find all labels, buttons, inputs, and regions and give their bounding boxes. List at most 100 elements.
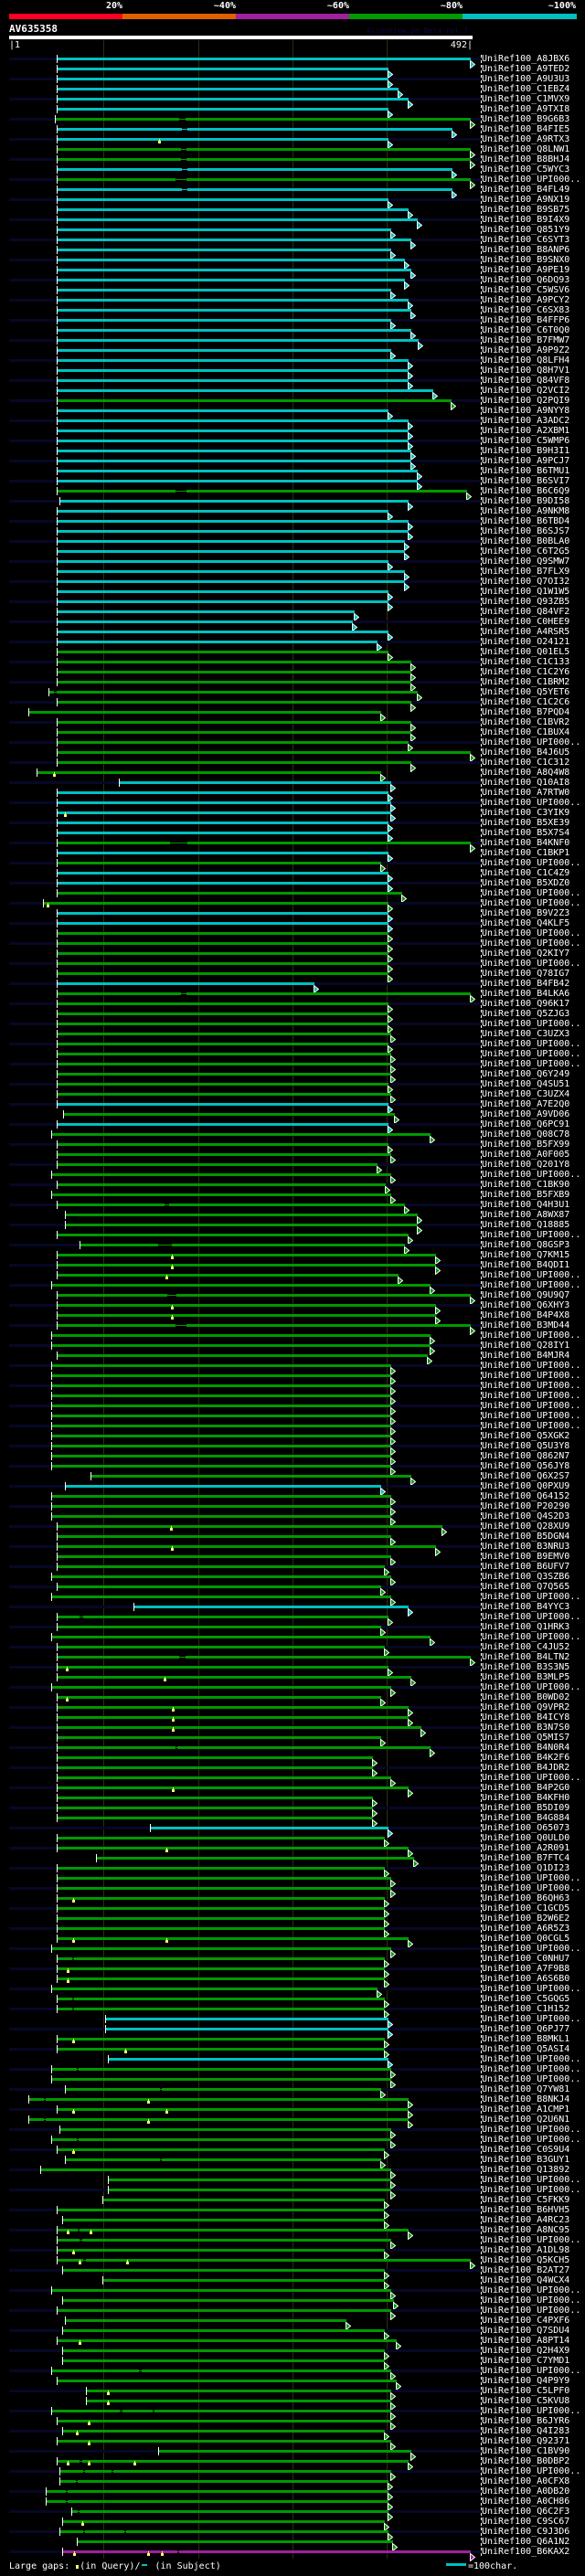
alignment-bar[interactable] [51, 1394, 392, 1397]
hit-label[interactable]: UniRef100_Q6XHY3 [482, 1300, 570, 1310]
hit-row[interactable]: UniRef100_C1H152 [0, 2004, 585, 2019]
alignment-bar[interactable] [56, 1585, 381, 1588]
hit-row[interactable]: UniRef100_Q4H3U1 [0, 1200, 585, 1215]
hit-label[interactable]: UniRef100_Q2U6N1 [482, 2115, 570, 2125]
alignment-bar[interactable] [56, 1957, 385, 1960]
hit-label[interactable]: UniRef100_Q4H3U1 [482, 1200, 570, 1210]
alignment-bar[interactable] [56, 1545, 436, 1548]
alignment-bar[interactable] [56, 570, 405, 573]
alignment-bar[interactable] [56, 641, 378, 643]
alignment-bar[interactable] [56, 1023, 389, 1025]
alignment-bar[interactable] [51, 1405, 392, 1407]
hit-label[interactable]: UniRef100_Q4I283 [482, 2426, 570, 2436]
hit-label[interactable]: UniRef100_UPI000.. [482, 1773, 581, 1783]
hit-row[interactable]: UniRef100_Q84VF2 [0, 607, 585, 622]
hit-row[interactable]: UniRef100_Q5XGK2 [0, 1431, 585, 1447]
alignment-bar[interactable] [56, 289, 392, 292]
hit-label[interactable]: UniRef100_B6TBD4 [482, 516, 570, 526]
hit-label[interactable]: UniRef100_Q2PQI9 [482, 396, 570, 406]
alignment-bar[interactable] [56, 1817, 373, 1819]
alignment-bar[interactable] [56, 440, 409, 442]
hit-row[interactable]: UniRef100_Q9U9Q7 [0, 1290, 585, 1306]
hit-label[interactable]: UniRef100_B6SJS7 [482, 526, 570, 536]
hit-row[interactable]: UniRef100_C1BKP1 [0, 848, 585, 864]
alignment-bar[interactable] [56, 661, 411, 663]
hit-row[interactable]: UniRef100_B3N7S0 [0, 1723, 585, 1738]
hit-label[interactable]: UniRef100_UPI000.. [482, 2135, 581, 2145]
hit-label[interactable]: UniRef100_A1DL98 [482, 2245, 570, 2255]
hit-label[interactable]: UniRef100_B0BLA0 [482, 536, 570, 546]
hit-label[interactable]: UniRef100_B9H3I1 [482, 446, 570, 456]
hit-label[interactable]: UniRef100_B3NRU3 [482, 1542, 570, 1552]
hit-row[interactable]: UniRef100_A1DL98 [0, 2245, 585, 2261]
hit-label[interactable]: UniRef100_Q6DQ93 [482, 275, 570, 285]
alignment-bar[interactable] [56, 811, 392, 814]
hit-row[interactable]: UniRef100_O24121 [0, 637, 585, 652]
hit-row[interactable]: UniRef100_B6TMU1 [0, 466, 585, 482]
hit-label[interactable]: UniRef100_UPI000.. [482, 2125, 581, 2135]
hit-label[interactable]: UniRef100_Q08C78 [482, 1129, 570, 1140]
hit-row[interactable]: UniRef100_C1BRM2 [0, 677, 585, 693]
alignment-bar[interactable] [56, 1314, 436, 1317]
hit-label[interactable]: UniRef100_B5DI09 [482, 1803, 570, 1813]
alignment-bar[interactable] [56, 399, 452, 402]
hit-label[interactable]: UniRef100_UPI000.. [482, 1019, 581, 1029]
alignment-bar[interactable] [56, 1063, 392, 1065]
alignment-bar[interactable] [56, 1907, 385, 1910]
hit-row[interactable]: UniRef100_Q851Y9 [0, 225, 585, 240]
hit-label[interactable]: UniRef100_C1MVX9 [482, 94, 570, 104]
hit-row[interactable]: UniRef100_UPI000.. [0, 1230, 585, 1246]
hit-row[interactable]: UniRef100_A3ADC2 [0, 416, 585, 431]
alignment-bar[interactable] [56, 1083, 389, 1086]
alignment-bar[interactable] [56, 470, 419, 472]
alignment-bar[interactable] [56, 128, 453, 131]
alignment-bar[interactable] [51, 1947, 392, 1950]
hit-row[interactable]: UniRef100_B8MKL1 [0, 2034, 585, 2050]
alignment-bar[interactable] [56, 892, 402, 895]
hit-label[interactable]: UniRef100_B4FL49 [482, 185, 570, 195]
alignment-bar[interactable] [105, 2028, 389, 2030]
hit-label[interactable]: UniRef100_A9PCJ7 [482, 456, 570, 466]
hit-row[interactable]: UniRef100_UPI000.. [0, 928, 585, 944]
alignment-bar[interactable] [56, 1073, 392, 1076]
alignment-bar[interactable] [56, 108, 389, 111]
hit-row[interactable]: UniRef100_UPI000.. [0, 1944, 585, 1959]
hit-label[interactable]: UniRef100_Q9VPR2 [482, 1702, 570, 1712]
alignment-bar[interactable] [56, 540, 405, 543]
alignment-bar[interactable] [51, 1445, 392, 1447]
alignment-bar[interactable] [56, 2339, 398, 2342]
alignment-bar[interactable] [56, 429, 409, 432]
hit-row[interactable]: UniRef100_B5FXB9 [0, 1190, 585, 1205]
hit-label[interactable]: UniRef100_Q5U3Y8 [482, 1441, 570, 1451]
alignment-bar[interactable] [56, 832, 389, 834]
hit-label[interactable]: UniRef100_C9J3D6 [482, 2527, 570, 2537]
hit-row[interactable]: UniRef100_UPI000.. [0, 2175, 585, 2190]
hit-label[interactable]: UniRef100_UPI000.. [482, 1381, 581, 1391]
hit-label[interactable]: UniRef100_A8PT14 [482, 2336, 570, 2346]
alignment-bar[interactable] [56, 1163, 378, 1166]
alignment-bar[interactable] [56, 1304, 436, 1307]
hit-row[interactable]: UniRef100_B6QH63 [0, 1893, 585, 1909]
hit-row[interactable]: UniRef100_UPI000.. [0, 1632, 585, 1648]
alignment-bar[interactable] [56, 309, 411, 312]
hit-label[interactable]: UniRef100_A4RC23 [482, 2215, 570, 2225]
hit-label[interactable]: UniRef100_B9SNX0 [482, 255, 570, 265]
alignment-bar[interactable] [58, 500, 409, 503]
hit-row[interactable]: UniRef100_Q18885 [0, 1220, 585, 1235]
hit-label[interactable]: UniRef100_C1GCD5 [482, 1903, 570, 1913]
hit-label[interactable]: UniRef100_O65073 [482, 1823, 570, 1833]
hit-label[interactable]: UniRef100_Q84VF8 [482, 376, 570, 386]
alignment-bar[interactable] [56, 1867, 385, 1870]
hit-label[interactable]: UniRef100_B5FX99 [482, 1140, 570, 1150]
hit-label[interactable]: UniRef100_UPI000.. [482, 1421, 581, 1431]
hit-label[interactable]: UniRef100_UPI000.. [482, 2014, 581, 2024]
hit-row[interactable]: UniRef100_B3NRU3 [0, 1542, 585, 1557]
hit-label[interactable]: UniRef100_UPI000.. [482, 1391, 581, 1401]
alignment-bar[interactable] [56, 982, 314, 985]
alignment-bar[interactable] [64, 1224, 419, 1226]
hit-label[interactable]: UniRef100_UPI000.. [482, 928, 581, 938]
alignment-bar[interactable] [61, 2520, 385, 2523]
hit-label[interactable]: UniRef100_A9PE19 [482, 265, 570, 275]
alignment-bar[interactable] [56, 178, 471, 181]
alignment-bar[interactable] [95, 1857, 414, 1860]
